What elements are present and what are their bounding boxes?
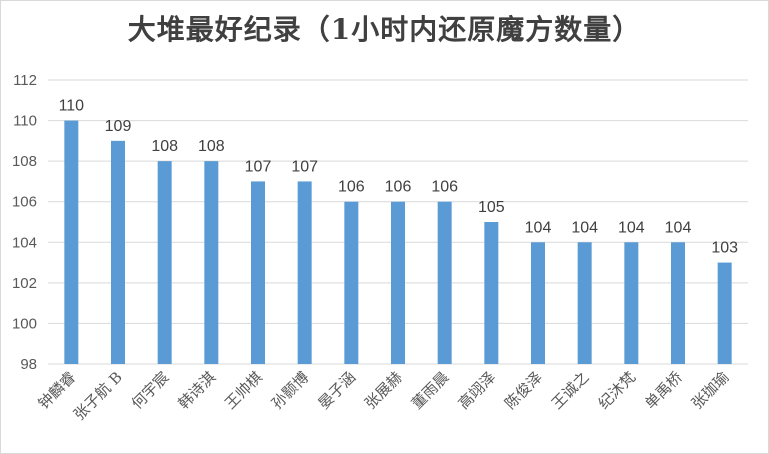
- data-label: 106: [338, 179, 365, 196]
- x-tick-label: 孙颢博: [268, 368, 313, 413]
- data-label: 109: [105, 118, 132, 135]
- x-tick-label: 王帅棋: [221, 368, 266, 413]
- bar: [624, 242, 639, 364]
- bar: [111, 140, 125, 364]
- data-label: 106: [431, 179, 458, 196]
- data-label: 108: [198, 138, 225, 155]
- bar: [531, 242, 545, 364]
- y-tick-label: 102: [12, 275, 37, 292]
- bar: [671, 242, 685, 364]
- chart-title: 大堆最好纪录（1小时内还原魔方数量）: [127, 13, 642, 46]
- data-label: 104: [618, 219, 645, 236]
- bar: [251, 181, 265, 364]
- bar: [157, 161, 172, 364]
- data-label: 106: [385, 179, 412, 196]
- y-tick-label: 104: [12, 234, 37, 251]
- y-tick-label: 98: [20, 356, 37, 373]
- bar: [391, 201, 405, 364]
- bar: [717, 262, 732, 364]
- data-label: 110: [59, 98, 85, 115]
- data-label: 107: [245, 158, 272, 175]
- bar: [297, 181, 312, 364]
- bar: [437, 201, 452, 364]
- data-label: 108: [151, 138, 178, 155]
- bar: [344, 201, 359, 364]
- data-label: 104: [571, 219, 598, 236]
- bar: [204, 161, 219, 364]
- y-tick-label: 100: [12, 315, 37, 332]
- x-tick-label: 晏子涵: [315, 368, 360, 413]
- x-tick-label: 何宇宸: [128, 368, 173, 413]
- data-label: 104: [665, 219, 692, 236]
- x-tick-label: 钟麟睿: [35, 368, 80, 413]
- x-tick-label: 高翊泽: [455, 368, 500, 413]
- bar: [64, 120, 79, 364]
- y-tick-label: 106: [12, 194, 37, 211]
- y-tick-label: 108: [12, 153, 37, 170]
- bar: [577, 242, 592, 364]
- x-tick-label: 陈俊泽: [501, 368, 546, 413]
- bar: [484, 222, 499, 364]
- y-tick-label: 112: [13, 72, 37, 89]
- x-tick-label: 韩诗淇: [175, 368, 220, 413]
- x-tick-label: 张子航 B: [70, 368, 126, 424]
- x-tick-label: 纪沐梵: [595, 368, 640, 413]
- x-tick-label: 张珈瑜: [688, 368, 733, 413]
- data-label: 107: [291, 158, 318, 175]
- x-tick-label: 张展赫: [361, 368, 406, 413]
- x-tick-label: 王诚之: [548, 368, 593, 413]
- data-label: 104: [525, 219, 552, 236]
- x-tick-label: 单禹桥: [641, 368, 686, 413]
- data-label: 103: [711, 240, 738, 257]
- y-tick-label: 110: [13, 113, 37, 130]
- x-tick-label: 董雨晨: [408, 368, 453, 413]
- data-label: 105: [478, 199, 505, 216]
